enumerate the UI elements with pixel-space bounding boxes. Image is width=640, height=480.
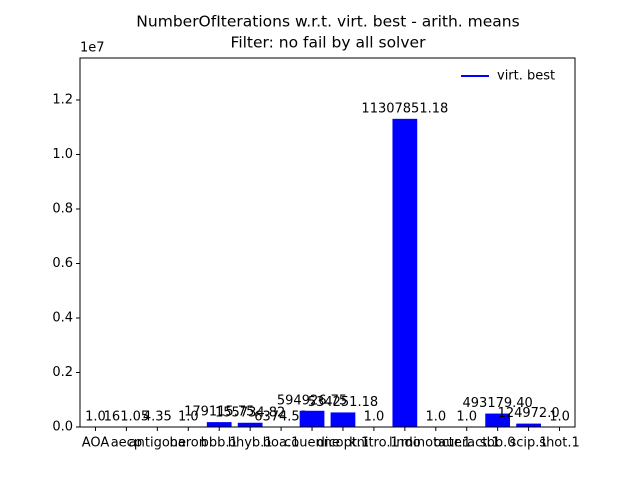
data-label: 179115.75: [184, 405, 254, 420]
chart-subtitle: Filter: no fail by all solver: [231, 34, 427, 52]
x-tick-label: AOA: [82, 436, 110, 451]
data-label: 1.0: [85, 409, 106, 424]
x-tick-label: knitro.1: [349, 436, 399, 451]
chart-title: NumberOfIterations w.r.t. virt. best - a…: [136, 13, 519, 31]
data-label: 155734.82: [215, 405, 285, 420]
legend-label: virt. best: [497, 69, 555, 84]
x-tick-label: shot.1: [539, 436, 579, 451]
data-label: 1.0: [364, 409, 385, 424]
data-label: 124972.0: [498, 406, 560, 421]
bar: [516, 423, 541, 427]
x-tick-label: minotaur.1: [401, 436, 471, 451]
bar: [206, 422, 232, 427]
x-tick-label: dicopt.1: [317, 436, 370, 451]
bar: [485, 413, 511, 427]
data-label: 1.0: [456, 409, 477, 424]
data-label: 1.0: [178, 409, 199, 424]
x-tick-label: antigone: [129, 436, 186, 451]
data-label: 11307851.18: [361, 101, 448, 116]
x-tick-label: boa.1: [263, 436, 300, 451]
data-label: 493179.40: [463, 396, 533, 411]
y-tick-label: 0.2: [52, 365, 73, 380]
data-label: 161.05: [104, 409, 150, 424]
y-tick-label: 0.6: [52, 256, 73, 271]
y-tick-label: 1.0: [52, 147, 73, 162]
y-tick-label: 0.0: [52, 420, 73, 435]
y-tick-label: 0.4: [52, 310, 73, 325]
x-tick-label: scip.1: [510, 436, 548, 451]
data-label: 1.0: [425, 409, 446, 424]
x-tick-label: couenne: [284, 436, 340, 451]
bar: [330, 412, 356, 427]
data-label: 6374.53: [254, 409, 308, 424]
y-offset-label: 1e7: [80, 41, 105, 56]
bar: [299, 410, 325, 427]
y-tick-label: 1.2: [52, 92, 73, 107]
x-tick-label: lindo: [389, 436, 421, 451]
data-label: 534251.18: [308, 395, 378, 410]
x-tick-label: bbb.1: [201, 436, 238, 451]
x-tick-label: octeract.1: [434, 436, 500, 451]
x-tick-label: sbb.0: [480, 436, 516, 451]
bar: [392, 118, 418, 428]
data-label: 4.35: [143, 409, 172, 424]
x-tick-label: bhyb.1: [228, 436, 273, 451]
x-tick-label: baron: [170, 436, 207, 451]
y-tick-label: 0.8: [52, 201, 73, 216]
plot-frame: [79, 57, 576, 428]
data-label: 1.0: [549, 409, 570, 424]
data-label: 594926.75: [277, 393, 347, 408]
x-tick-label: aecp: [111, 436, 142, 451]
bar: [237, 422, 263, 427]
